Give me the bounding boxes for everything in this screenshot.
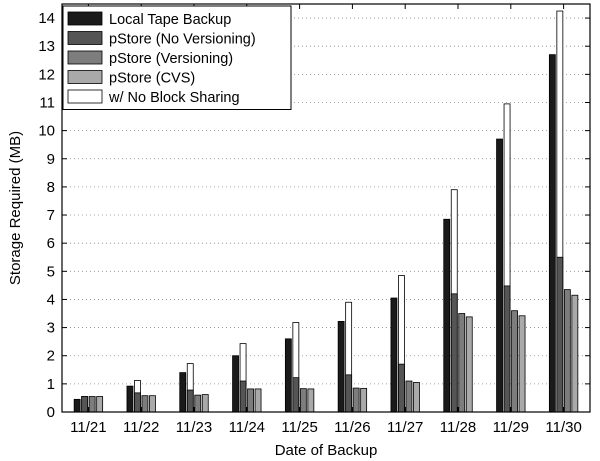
- legend-swatch: [67, 50, 103, 65]
- bar-2: [563, 289, 571, 413]
- plot-area-frame: [61, 3, 591, 413]
- legend-label: w/ No Block Sharing: [108, 90, 240, 106]
- y-tick-label: 4: [47, 291, 55, 308]
- y-tick-label: 2: [47, 348, 55, 365]
- legend-swatch: [67, 89, 103, 104]
- y-tick-label: 6: [47, 235, 55, 252]
- bar-3: [465, 316, 473, 413]
- y-tick-label: 3: [47, 320, 55, 337]
- y-tick-label: 14: [38, 10, 55, 27]
- bar-1: [134, 392, 141, 413]
- x-axis-ticks: 11/21 11/22 11/23 11/24 11/25 11/26 11/27 11/28…: [70, 4, 582, 436]
- bar-3: [149, 395, 156, 413]
- bar-3: [360, 387, 368, 413]
- bar-3: [518, 315, 526, 413]
- bar-2: [511, 310, 518, 413]
- y-tick-label: 13: [38, 38, 55, 55]
- y-tick-label: 0: [47, 404, 55, 421]
- x-tick-label: 11/26: [334, 419, 370, 436]
- bar-0: [73, 398, 81, 413]
- y-tick-label: 10: [38, 123, 55, 140]
- x-tick-label: 11/27: [387, 419, 423, 436]
- bar-2: [141, 395, 149, 413]
- bar-1: [450, 293, 458, 413]
- x-tick-label: 11/23: [176, 419, 212, 436]
- x-axis-title: Date of Backup: [275, 442, 378, 459]
- bar-2: [299, 388, 307, 413]
- x-tick-label: 11/25: [281, 419, 317, 436]
- bar-3: [254, 388, 262, 413]
- bar-3: [96, 396, 104, 413]
- bar-1: [239, 380, 247, 413]
- bar-2: [405, 380, 413, 413]
- bar-1: [398, 363, 405, 413]
- bar-0: [284, 338, 292, 413]
- x-tick-label: 11/30: [545, 419, 581, 436]
- x-tick-label: 11/28: [440, 419, 476, 436]
- bar-1: [81, 396, 89, 413]
- bars: [73, 10, 579, 413]
- y-tick-label: 8: [47, 179, 55, 196]
- bar-2: [194, 394, 202, 413]
- bar-0: [126, 385, 134, 413]
- bar-0: [232, 355, 239, 413]
- y-axis-title: Storage Required (MB): [7, 131, 24, 285]
- bar-3: [307, 388, 315, 413]
- bar-1: [292, 377, 300, 413]
- legend-label: pStore (Versioning): [109, 51, 233, 67]
- bar-0: [390, 297, 398, 413]
- legend: Local Tape Backup pStore (No Versioning) p…: [62, 5, 292, 110]
- bar-0: [337, 320, 345, 413]
- legend-label: pStore (No Versioning): [109, 32, 256, 48]
- bar-2: [247, 388, 254, 413]
- x-tick-label: 11/24: [229, 419, 265, 436]
- bar-1: [503, 285, 511, 413]
- bar-1: [345, 374, 353, 413]
- bar-0: [548, 54, 556, 413]
- legend-swatch: [67, 11, 103, 26]
- bar-3: [413, 382, 420, 413]
- y-tick-label: 1: [47, 376, 55, 393]
- y-tick-label: 12: [38, 66, 55, 83]
- bar-2: [88, 396, 96, 413]
- y-tick-label: 11: [39, 94, 55, 111]
- bar-0: [443, 218, 451, 413]
- bar-2: [458, 313, 466, 413]
- x-tick-label: 11/22: [123, 419, 159, 436]
- bar-3: [571, 294, 579, 413]
- bar-1: [186, 389, 194, 413]
- bar-1: [556, 256, 564, 413]
- legend-swatch: [67, 70, 103, 84]
- bar-0: [179, 372, 187, 413]
- y-tick-label: 7: [47, 207, 55, 224]
- legend-label: pStore (CVS): [109, 71, 195, 87]
- x-tick-label: 11/21: [70, 419, 106, 436]
- bar-3: [201, 394, 209, 413]
- legend-swatch: [67, 31, 103, 45]
- x-tick-label: 11/29: [493, 419, 529, 436]
- y-tick-label: 5: [47, 263, 55, 280]
- legend-label: Local Tape Backup: [109, 12, 231, 28]
- bar-0: [496, 138, 503, 413]
- y-tick-label: 9: [47, 151, 55, 168]
- bar-2: [352, 387, 360, 413]
